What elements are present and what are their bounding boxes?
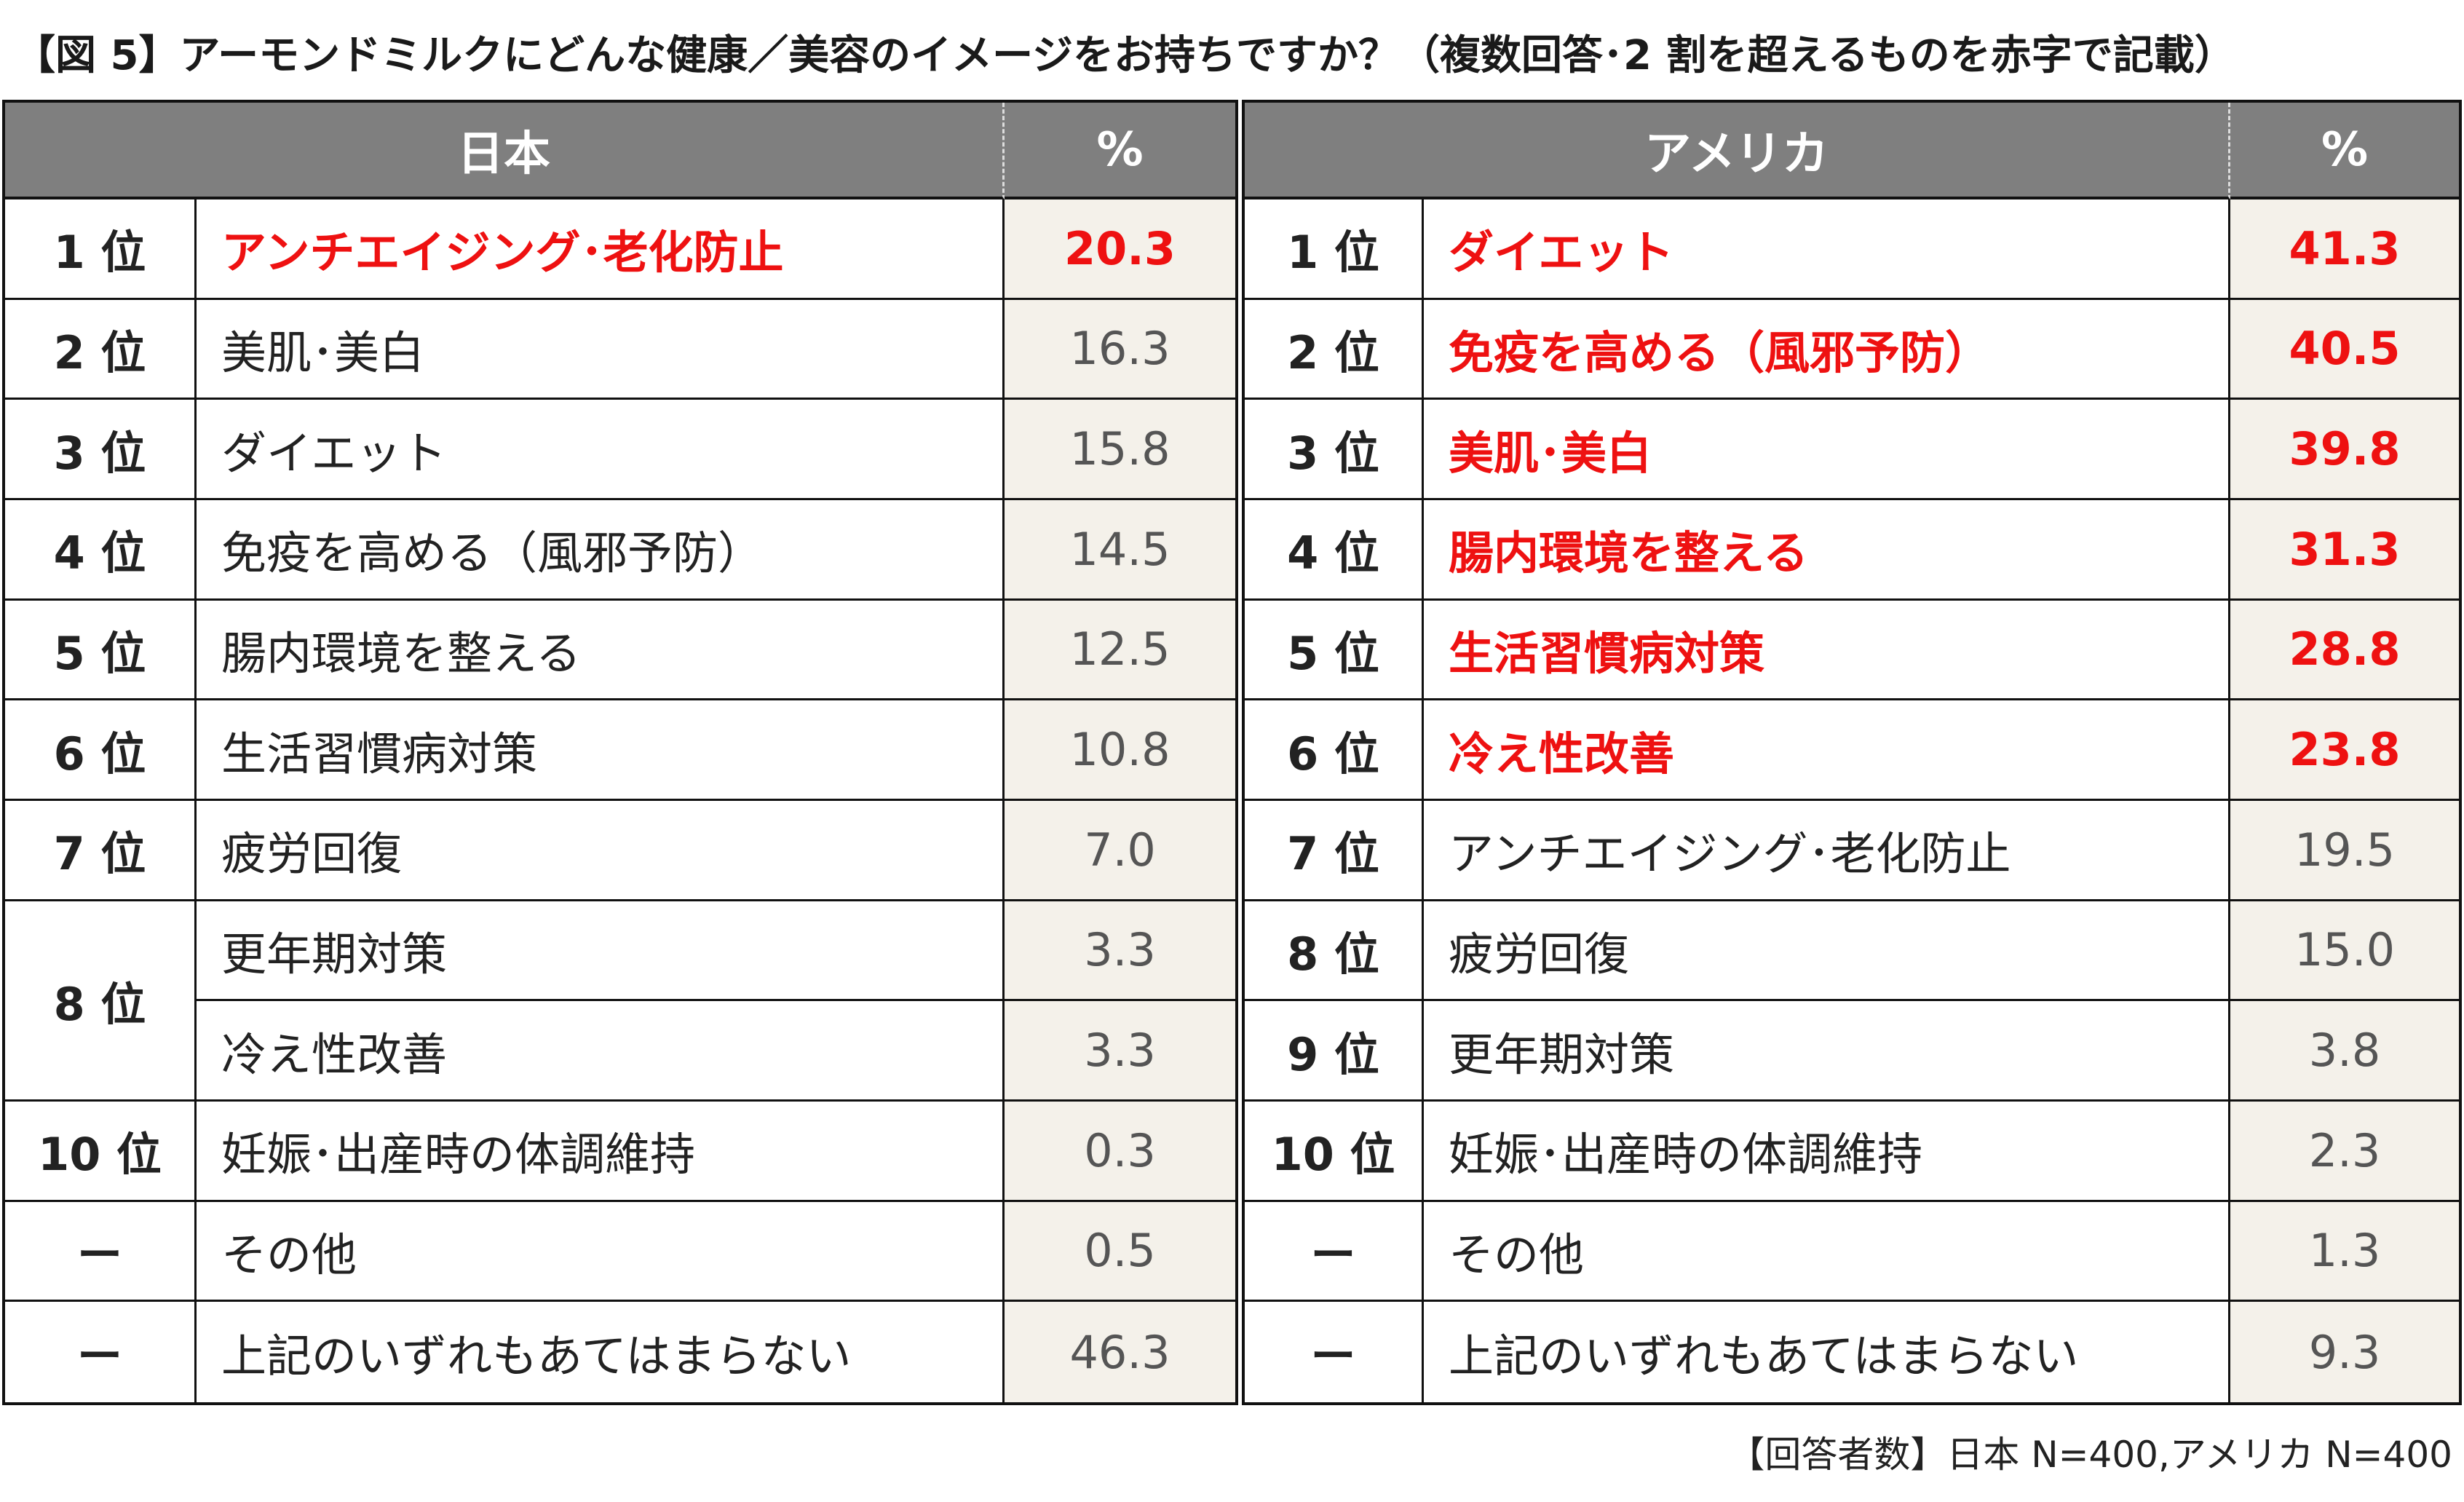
respondent-count-note: 【回答者数】日本 N=400,アメリカ N=400 <box>1728 1434 2452 1476</box>
japan-rank-cell: 8 位 <box>5 901 197 1102</box>
usa-item-cell: 更年期対策 <box>1424 1001 2230 1102</box>
usa-item-cell: 腸内環境を整える <box>1424 500 2230 601</box>
japan-value-cell: 10.8 <box>1005 700 1235 801</box>
japan-item-cell: 妊娠･出産時の体調維持 <box>197 1102 1005 1202</box>
japan-value-cell: 16.3 <box>1005 299 1235 400</box>
japan-value-cell: 7.0 <box>1005 801 1235 901</box>
japan-table: 日本 % 1 位アンチエイジング･老化防止 20.3 2 位美肌･美白 16.3 3 位… <box>2 100 1238 1405</box>
japan-item-cell: アンチエイジング･老化防止 <box>197 199 1005 300</box>
usa-value-cell: 40.5 <box>2230 299 2459 400</box>
usa-value-cell: 39.8 <box>2230 400 2459 500</box>
japan-value-cell: 46.3 <box>1005 1302 1235 1402</box>
usa-value-cell: 28.8 <box>2230 600 2459 701</box>
usa-rank-cell: 7 位 <box>1245 801 1424 901</box>
japan-item-cell: 疲労回復 <box>197 801 1005 901</box>
japan-item-cell: 冷え性改善 <box>197 1001 1005 1102</box>
usa-rank-cell: 2 位 <box>1245 299 1424 400</box>
japan-rank-cell: ー <box>5 1302 197 1402</box>
usa-table: アメリカ % 1 位ダイエット 41.3 2 位免疫を高める（風邪予防） 40.5 3 … <box>1242 100 2462 1405</box>
usa-value-cell: 3.8 <box>2230 1001 2459 1102</box>
usa-value-cell: 19.5 <box>2230 801 2459 901</box>
usa-value-cell: 31.3 <box>2230 500 2459 601</box>
usa-rank-cell: 10 位 <box>1245 1102 1424 1202</box>
japan-rank-cell: 1 位 <box>5 199 197 300</box>
japan-column-header: 日本 <box>5 103 1005 199</box>
japan-rank-cell: 3 位 <box>5 400 197 500</box>
japan-rank-cell: 7 位 <box>5 801 197 901</box>
usa-value-cell: 9.3 <box>2230 1302 2459 1402</box>
usa-rank-cell: ー <box>1245 1302 1424 1402</box>
usa-value-cell: 23.8 <box>2230 700 2459 801</box>
usa-value-cell: 41.3 <box>2230 199 2459 300</box>
usa-column-header: アメリカ <box>1245 103 2230 199</box>
usa-rank-cell: 4 位 <box>1245 500 1424 601</box>
usa-percent-header: % <box>2230 103 2459 199</box>
japan-item-cell: ダイエット <box>197 400 1005 500</box>
usa-item-cell: 冷え性改善 <box>1424 700 2230 801</box>
japan-value-cell: 3.3 <box>1005 1001 1235 1102</box>
japan-rank-cell: 10 位 <box>5 1102 197 1202</box>
usa-rank-cell: 3 位 <box>1245 400 1424 500</box>
japan-rank-cell: 6 位 <box>5 700 197 801</box>
japan-value-cell: 20.3 <box>1005 199 1235 300</box>
japan-value-cell: 14.5 <box>1005 500 1235 601</box>
japan-rank-cell: ー <box>5 1201 197 1303</box>
usa-rank-cell: ー <box>1245 1201 1424 1303</box>
usa-item-cell: 妊娠･出産時の体調維持 <box>1424 1102 2230 1202</box>
japan-item-cell: 腸内環境を整える <box>197 600 1005 701</box>
japan-rank-cell: 2 位 <box>5 299 197 400</box>
japan-value-cell: 15.8 <box>1005 400 1235 500</box>
usa-item-cell: 免疫を高める（風邪予防） <box>1424 299 2230 400</box>
japan-value-cell: 0.5 <box>1005 1201 1235 1303</box>
usa-rank-cell: 6 位 <box>1245 700 1424 801</box>
japan-value-cell: 3.3 <box>1005 901 1235 1002</box>
usa-value-cell: 1.3 <box>2230 1201 2459 1303</box>
japan-value-cell: 12.5 <box>1005 600 1235 701</box>
usa-item-cell: その他 <box>1424 1201 2230 1303</box>
usa-rank-cell: 9 位 <box>1245 1001 1424 1102</box>
usa-item-cell: 生活習慣病対策 <box>1424 600 2230 701</box>
japan-item-cell: その他 <box>197 1201 1005 1303</box>
usa-item-cell: 美肌･美白 <box>1424 400 2230 500</box>
usa-item-cell: アンチエイジング･老化防止 <box>1424 801 2230 901</box>
japan-rank-cell: 4 位 <box>5 500 197 601</box>
japan-item-cell: 更年期対策 <box>197 901 1005 1002</box>
japan-item-cell: 美肌･美白 <box>197 299 1005 400</box>
usa-rank-cell: 8 位 <box>1245 901 1424 1002</box>
japan-rank-cell: 5 位 <box>5 600 197 701</box>
usa-rank-cell: 5 位 <box>1245 600 1424 701</box>
usa-item-cell: 疲労回復 <box>1424 901 2230 1002</box>
japan-item-cell: 生活習慣病対策 <box>197 700 1005 801</box>
usa-item-cell: 上記のいずれもあてはまらない <box>1424 1302 2230 1402</box>
japan-value-cell: 0.3 <box>1005 1102 1235 1202</box>
japan-item-cell: 上記のいずれもあてはまらない <box>197 1302 1005 1402</box>
usa-rank-cell: 1 位 <box>1245 199 1424 300</box>
usa-value-cell: 15.0 <box>2230 901 2459 1002</box>
japan-percent-header: % <box>1005 103 1235 199</box>
usa-item-cell: ダイエット <box>1424 199 2230 300</box>
usa-value-cell: 2.3 <box>2230 1102 2459 1202</box>
chart-title: 【図 5】アーモンドミルクにどんな健康／美容のイメージをお持ちですか？（複数回答… <box>15 32 2235 79</box>
japan-item-cell: 免疫を高める（風邪予防） <box>197 500 1005 601</box>
